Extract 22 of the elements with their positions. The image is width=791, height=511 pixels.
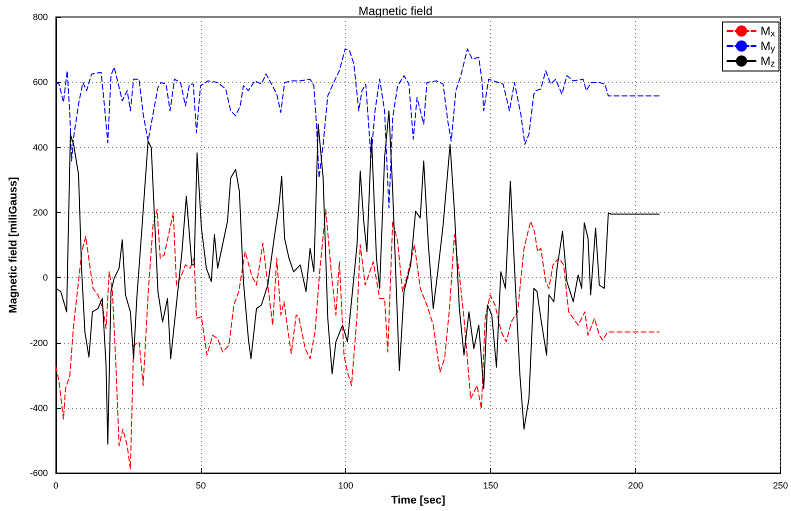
- y-tick-label: -200: [30, 338, 48, 348]
- line-series: [55, 48, 660, 208]
- line-series: [55, 209, 660, 470]
- x-tick-label: 100: [338, 480, 354, 491]
- legend-label: My: [760, 39, 776, 54]
- x-tick-label: 250: [772, 480, 788, 491]
- chart-title: Magnetic field: [358, 4, 433, 18]
- x-tick-label: 150: [483, 480, 498, 491]
- x-tick-label: 0: [53, 480, 58, 491]
- legend-label: Mx: [760, 24, 776, 38]
- legend-label: Mz: [760, 54, 776, 68]
- y-tick-label: 0: [42, 272, 48, 283]
- y-tick-label: -400: [30, 402, 48, 413]
- x-axis-title: Time [sec]: [391, 494, 446, 506]
- y-tick-label: -600: [30, 468, 48, 478]
- x-tick-label: 200: [628, 480, 644, 491]
- y-tick-label: 200: [32, 207, 48, 218]
- y-tick-label: 600: [32, 77, 48, 88]
- y-tick-label: 400: [32, 142, 48, 152]
- x-tick-label: 50: [196, 480, 206, 491]
- y-axis-title: Magnetic field [miliGauss]: [8, 176, 20, 314]
- y-tick-label: 800: [32, 12, 48, 22]
